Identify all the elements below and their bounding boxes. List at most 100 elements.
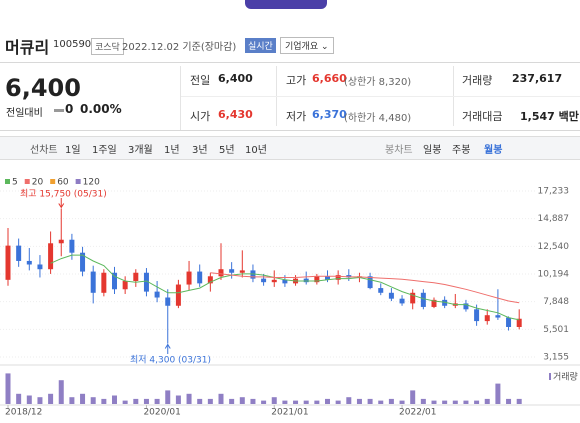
- volume-bar: [303, 400, 309, 404]
- candle-body: [58, 239, 64, 244]
- x-tick-label: 2021/01: [271, 408, 308, 418]
- volume-bar: [325, 398, 330, 404]
- volume-bar: [314, 400, 320, 404]
- company-info: 기업개요: [285, 42, 319, 52]
- tab-label: 봉차트: [385, 145, 413, 156]
- volume-bar: [431, 400, 437, 404]
- candle-body: [303, 278, 309, 283]
- candle-body: [186, 271, 192, 285]
- candle-body: [399, 298, 405, 304]
- x-tick-label: 2022/01: [399, 408, 436, 418]
- y-tick-label: 5,501: [543, 325, 569, 335]
- candle-body: [410, 292, 416, 304]
- period-tab[interactable]: 1주일: [92, 145, 117, 156]
- period-tab[interactable]: 5년: [219, 145, 235, 156]
- top-tab[interactable]: [245, 0, 327, 9]
- period-tab[interactable]: 1일: [65, 145, 81, 156]
- candle-body: [133, 272, 139, 282]
- candle-body: [175, 284, 181, 306]
- y-tick-label: 3,155: [543, 353, 569, 363]
- candle-body: [431, 299, 437, 307]
- volume-bar: [26, 395, 32, 404]
- volume-bar: [90, 397, 96, 404]
- candle-body: [271, 279, 277, 283]
- y-tick-label: 10,194: [538, 270, 570, 280]
- volume-bar: [463, 400, 469, 404]
- candle-body: [474, 309, 480, 322]
- divider: [181, 96, 580, 97]
- volume-bar: [484, 398, 490, 404]
- annotation-arrowhead: [58, 203, 65, 209]
- stock-code: 100590: [53, 39, 92, 50]
- candle-body: [346, 275, 352, 278]
- candle-period-tab[interactable]: 월봉: [484, 145, 503, 156]
- volume-bar: [207, 398, 213, 404]
- divider: [0, 62, 580, 63]
- quote-value: 6,430: [218, 108, 253, 121]
- quote-value: 6,370: [312, 108, 347, 121]
- realtime-button[interactable]: 실시간: [245, 38, 276, 53]
- y-tick-label: 17,233: [538, 187, 570, 197]
- candle-body: [122, 281, 128, 290]
- candle-body: [112, 272, 117, 290]
- candle-body: [420, 292, 426, 307]
- candle-body: [378, 288, 384, 293]
- quote-note: (상한가 8,320): [344, 77, 412, 88]
- candle-body: [314, 276, 320, 283]
- quote-value: 6,660: [312, 72, 347, 85]
- volume-bar: [261, 400, 267, 404]
- legend-swatch: [5, 179, 10, 184]
- volume-bar: [506, 398, 512, 404]
- volume-bar: [442, 400, 448, 404]
- period-tab[interactable]: 10년: [245, 145, 267, 156]
- stock-name: 머큐리: [5, 38, 50, 57]
- company-info-button[interactable]: 기업개요 ⌄: [280, 37, 334, 54]
- candle-body: [250, 270, 256, 279]
- candle-body: [442, 299, 448, 306]
- candle-body: [218, 269, 224, 277]
- quote-label: 시가: [190, 110, 211, 123]
- volume-bar: [239, 397, 245, 404]
- volume-bar: [154, 398, 160, 404]
- y-tick-label: 12,540: [538, 242, 570, 252]
- candle-body: [5, 245, 11, 280]
- volume-bar: [452, 400, 458, 404]
- candle-body: [80, 252, 86, 272]
- volume-bar: [58, 380, 64, 404]
- legend-swatch: [50, 179, 56, 184]
- period-tab[interactable]: 3년: [192, 145, 208, 156]
- y-tick-label: 14,887: [538, 214, 570, 224]
- period-tab[interactable]: 1년: [164, 145, 180, 156]
- volume-bar: [293, 400, 299, 404]
- candle-body: [388, 292, 394, 299]
- candle-body: [261, 278, 267, 283]
- legend-label: 20: [32, 178, 44, 188]
- volume-bar: [69, 397, 75, 404]
- volume-bar: [133, 398, 139, 404]
- volume-bar: [48, 393, 54, 404]
- ma-line: [210, 272, 520, 304]
- quote-label: 거래대금: [462, 110, 503, 123]
- divider: [180, 66, 181, 130]
- candle-body: [367, 276, 373, 289]
- volume-bar: [250, 398, 256, 404]
- candle-body: [282, 279, 288, 284]
- volume-bar: [175, 395, 181, 404]
- period-tab[interactable]: 3개월: [128, 145, 153, 156]
- y-tick-label: 7,848: [543, 297, 569, 307]
- candle-period-tab[interactable]: 일봉: [423, 145, 442, 156]
- candle-body: [48, 243, 54, 270]
- volume-bar: [229, 398, 235, 404]
- volume-legend-swatch: [549, 373, 551, 380]
- volume-bar: [367, 398, 373, 404]
- date: 2022.12.02 기준(장마감): [122, 42, 237, 53]
- candle-body: [16, 245, 22, 261]
- legend-swatch: [24, 179, 30, 184]
- quote-label: 고가: [286, 74, 307, 87]
- candle-period-tab[interactable]: 주봉: [452, 145, 471, 156]
- tab-label: 선차트: [30, 145, 58, 156]
- ma-line: [50, 254, 520, 321]
- quote-value: 237,617: [512, 72, 563, 85]
- quote-label: 전일: [190, 74, 211, 87]
- volume-bar: [420, 398, 426, 404]
